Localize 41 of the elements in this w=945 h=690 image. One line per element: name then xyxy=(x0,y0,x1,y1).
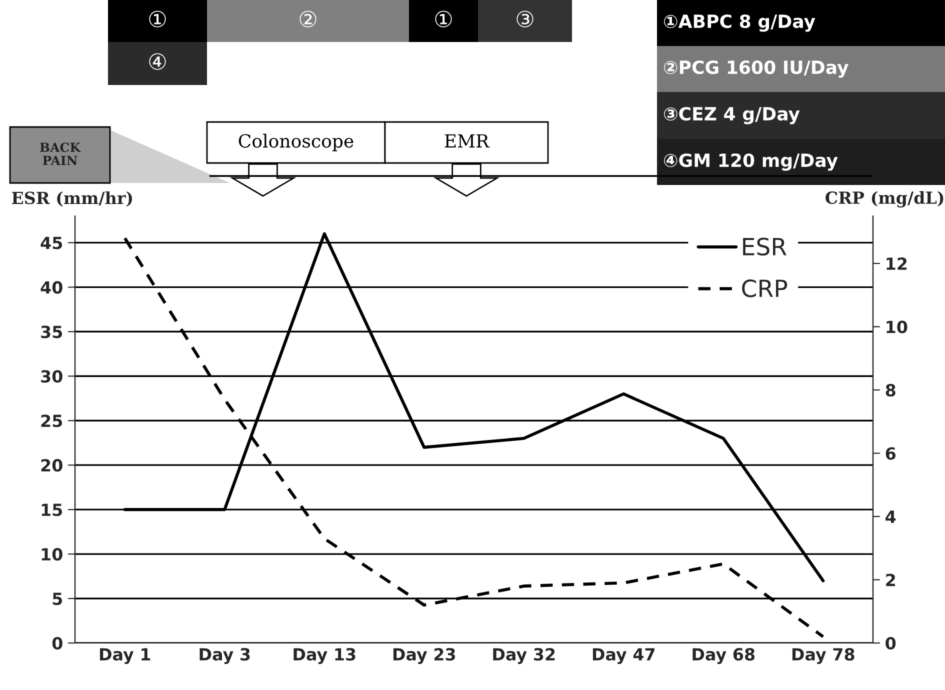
text: ④ xyxy=(149,53,166,70)
text: ① xyxy=(149,10,166,28)
y2-tick-label: 6 xyxy=(886,447,896,460)
y-tick-label: 20 xyxy=(41,459,62,472)
y2-tick-label: 12 xyxy=(886,257,907,270)
text: ③ xyxy=(516,10,534,28)
text: ② xyxy=(300,10,316,28)
text: Colonoscope xyxy=(238,134,354,152)
y2-tick-label: 10 xyxy=(886,320,908,334)
y-tick-label: 10 xyxy=(42,548,62,561)
x-tick-label: Day 13 xyxy=(294,648,356,664)
x-tick-label: Day 3 xyxy=(200,648,250,664)
y2-tick-label: 0 xyxy=(886,636,896,650)
y-tick-label: 0 xyxy=(52,636,62,650)
x-tick-label: Day 78 xyxy=(792,648,854,664)
y-tick-label: 25 xyxy=(41,414,62,428)
text: ①ABPC 8 g/Day xyxy=(664,14,816,32)
y-axis-title: ESR (mm/hr) xyxy=(12,191,132,207)
x-tick-label: Day 1 xyxy=(100,648,150,664)
y-tick-label: 40 xyxy=(40,281,62,294)
x-tick-label: Day 68 xyxy=(692,648,755,664)
y-tick-label: 30 xyxy=(41,370,62,383)
y2-tick-label: 2 xyxy=(886,574,895,586)
text: ① xyxy=(435,10,452,28)
text: BACK PAIN xyxy=(40,142,81,165)
legend-label: ESR xyxy=(743,238,786,256)
x-tick-label: Day 23 xyxy=(393,648,456,664)
text: ②PCG 1600 IU/Day xyxy=(664,60,848,78)
text: ④GM 120 mg/Day xyxy=(664,153,838,171)
y-tick-label: 5 xyxy=(52,592,62,606)
y-tick-label: 35 xyxy=(41,326,62,338)
y2-tick-label: 8 xyxy=(886,384,896,397)
y2-tick-label: 4 xyxy=(886,510,896,523)
x-tick-label: Day 47 xyxy=(592,648,655,664)
y2-axis-title: CRP (mg/dL) xyxy=(826,191,944,208)
x-tick-label: Day 32 xyxy=(493,648,555,664)
y-tick-label: 15 xyxy=(42,504,62,516)
legend-label: CRP xyxy=(742,279,788,298)
y-tick-label: 45 xyxy=(40,236,62,250)
text: EMR xyxy=(444,134,490,148)
text: ③CEZ 4 g/Day xyxy=(664,106,800,124)
